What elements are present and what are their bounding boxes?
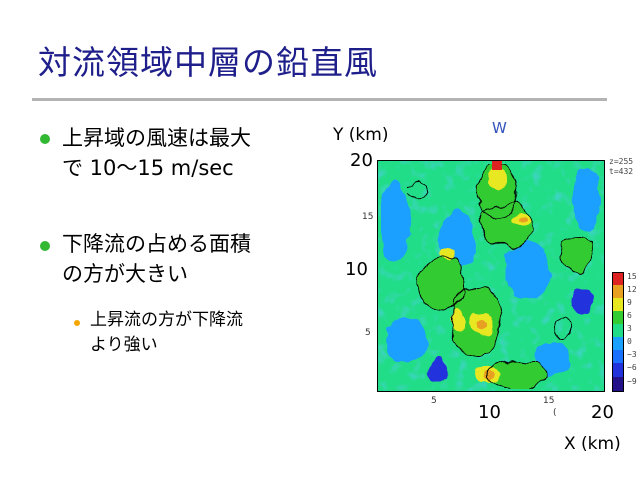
sub-bullet-line-2: より強い xyxy=(90,335,158,355)
vertical-wind-field-plot xyxy=(377,160,605,392)
y-tick-10: 10 xyxy=(345,259,368,280)
x-tick-10: 10 xyxy=(478,402,501,423)
bullet-2-line-1: 下降流の占める面積 xyxy=(62,232,251,256)
y-axis-title: Y (km) xyxy=(333,125,389,145)
colorbar-tick-15: 15 xyxy=(627,272,637,281)
max-updraft-spot xyxy=(492,160,502,170)
y-tick-15: 15 xyxy=(362,212,374,222)
colorbar-tick-0: 0 xyxy=(627,337,632,346)
bullet-marker xyxy=(40,241,50,251)
colorbar-tick-minus-6: −6 xyxy=(627,363,637,372)
info-line-z: z=255 xyxy=(609,157,634,166)
colorbar-tick-9: 9 xyxy=(627,298,632,307)
colorbar-tick-12: 12 xyxy=(627,285,637,294)
colorbar-tick-minus-9: −9 xyxy=(627,377,637,386)
colorbar-tick-minus-3: −3 xyxy=(627,350,637,359)
x-tick-5: 5 xyxy=(431,396,437,406)
sub-bullet-marker xyxy=(74,320,80,326)
bullet-1-line-2: で 10～15 m/sec xyxy=(62,156,234,180)
variable-label: W xyxy=(492,119,507,137)
slide-title: 対流領域中層の鉛直風 xyxy=(38,43,378,82)
bullet-marker xyxy=(40,134,50,144)
y-tick-5: 5 xyxy=(365,328,371,338)
sub-bullet-line-1: 上昇流の方が下降流 xyxy=(90,310,243,330)
colorbar-tick-6: 6 xyxy=(627,311,632,320)
stray-paren-label: ( xyxy=(553,408,557,418)
colorbar-tick-3: 3 xyxy=(627,324,632,333)
y-tick-20: 20 xyxy=(350,150,373,171)
bullet-2-line-2: の方が大きい xyxy=(62,262,188,286)
title-divider xyxy=(32,98,607,101)
x-tick-20: 20 xyxy=(591,402,614,423)
x-tick-15: 15 xyxy=(543,396,555,406)
x-axis-title: X (km) xyxy=(564,434,621,454)
info-line-t: t=432 xyxy=(609,167,634,176)
color-bar xyxy=(612,272,624,392)
bullet-1-line-1: 上昇域の風速は最大 xyxy=(62,126,251,150)
field-blobs xyxy=(381,164,601,389)
contour-lines xyxy=(406,163,594,390)
